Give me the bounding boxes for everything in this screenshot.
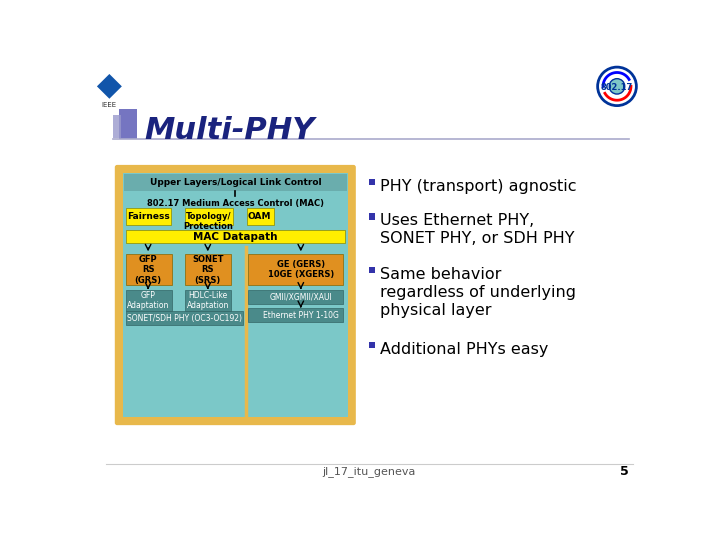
Circle shape bbox=[598, 67, 636, 106]
Text: OAM: OAM bbox=[248, 212, 271, 221]
Bar bbox=[248, 254, 343, 285]
Bar bbox=[126, 311, 243, 325]
Text: SONET
RS
(SRS): SONET RS (SRS) bbox=[192, 255, 223, 285]
Bar bbox=[124, 174, 346, 191]
Bar bbox=[248, 308, 343, 322]
Bar bbox=[120, 110, 137, 139]
Bar bbox=[246, 208, 274, 225]
Bar bbox=[248, 289, 343, 303]
Text: Upper Layers/Logical Link Control: Upper Layers/Logical Link Control bbox=[150, 178, 321, 187]
Bar bbox=[126, 230, 345, 244]
Text: 802.17 Medium Access Control (MAC): 802.17 Medium Access Control (MAC) bbox=[147, 199, 324, 208]
Bar bbox=[113, 115, 121, 138]
Text: Additional PHYs easy: Additional PHYs easy bbox=[380, 342, 548, 357]
Bar bbox=[126, 289, 172, 311]
Bar bbox=[369, 267, 375, 273]
FancyBboxPatch shape bbox=[114, 165, 356, 425]
Text: Same behavior
regardless of underlying
physical layer: Same behavior regardless of underlying p… bbox=[380, 267, 576, 318]
Bar bbox=[184, 208, 233, 225]
Text: GMII/XGMII/XAUI: GMII/XGMII/XAUI bbox=[269, 292, 332, 301]
Text: GFP
Adaptation: GFP Adaptation bbox=[127, 291, 169, 310]
Bar bbox=[369, 342, 375, 348]
Bar bbox=[369, 213, 375, 220]
Text: MAC Datapath: MAC Datapath bbox=[193, 232, 278, 241]
Text: Fairness: Fairness bbox=[127, 212, 169, 221]
Text: 5: 5 bbox=[620, 465, 629, 478]
Text: 802.17: 802.17 bbox=[601, 83, 633, 92]
Text: SONET/SDH PHY (OC3-OC192): SONET/SDH PHY (OC3-OC192) bbox=[127, 314, 242, 322]
Bar bbox=[122, 173, 348, 417]
Text: PHY (transport) agnostic: PHY (transport) agnostic bbox=[380, 179, 576, 194]
Text: HDLC-Like
Adaptation: HDLC-Like Adaptation bbox=[186, 291, 229, 310]
Bar bbox=[126, 254, 172, 285]
Bar bbox=[184, 254, 231, 285]
Text: jl_17_itu_geneva: jl_17_itu_geneva bbox=[323, 466, 415, 477]
Text: Ethernet PHY 1-10G: Ethernet PHY 1-10G bbox=[263, 310, 338, 320]
Circle shape bbox=[609, 79, 625, 94]
Text: GFP
RS
(GRS): GFP RS (GRS) bbox=[135, 255, 162, 285]
Bar bbox=[369, 179, 375, 185]
Text: Multi-PHY: Multi-PHY bbox=[144, 116, 315, 145]
Bar bbox=[184, 289, 231, 311]
Polygon shape bbox=[96, 72, 123, 100]
Bar bbox=[126, 208, 171, 225]
Text: IEEE: IEEE bbox=[102, 102, 117, 108]
Text: GE (GERS)
10GE (XGERS): GE (GERS) 10GE (XGERS) bbox=[268, 260, 334, 279]
Text: Uses Ethernet PHY,
SONET PHY, or SDH PHY: Uses Ethernet PHY, SONET PHY, or SDH PHY bbox=[380, 213, 575, 246]
Text: Topology/
Protection: Topology/ Protection bbox=[184, 212, 233, 231]
